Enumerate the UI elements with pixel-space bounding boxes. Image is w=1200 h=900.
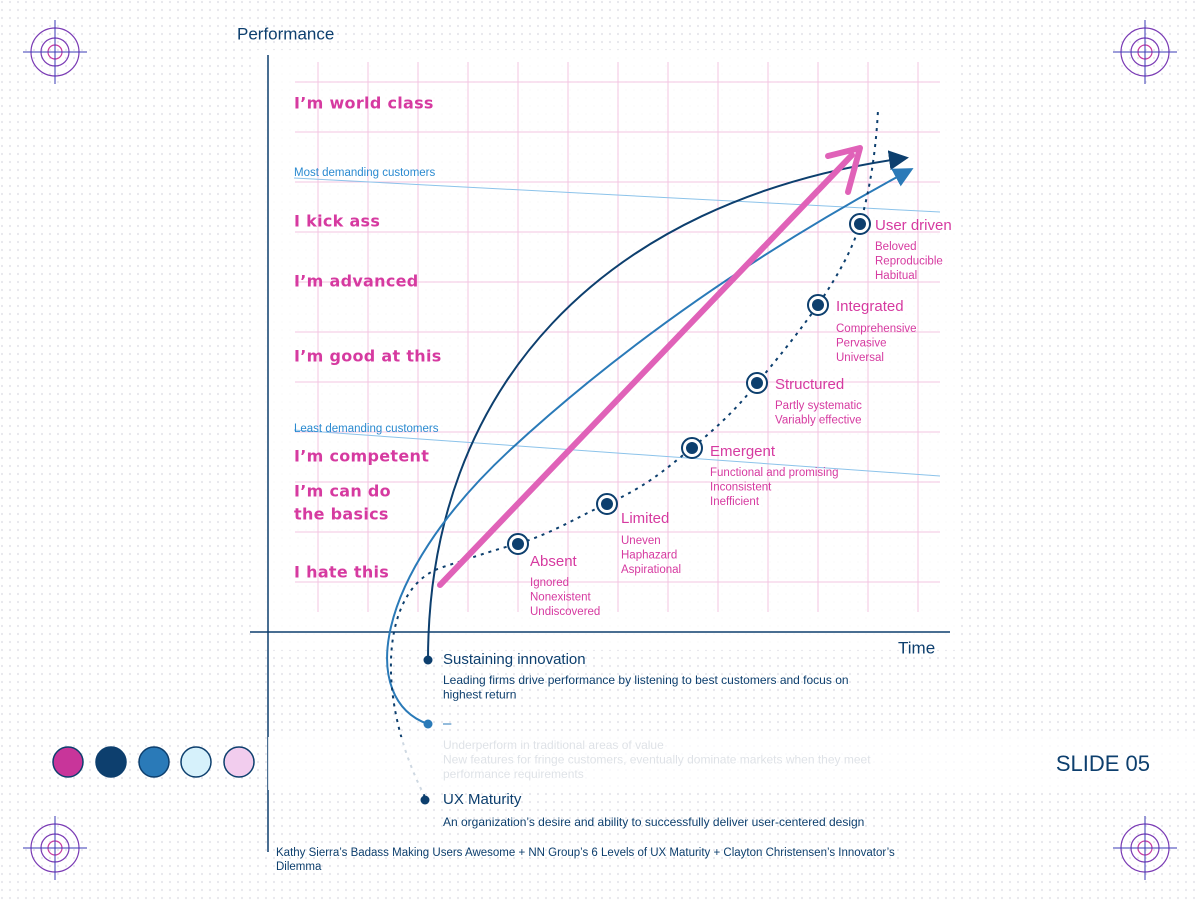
legend-title: – (443, 715, 452, 732)
overlay-band (268, 737, 1200, 790)
badass-arrow (437, 152, 855, 588)
legend-description: An organization’s desire and ability to … (443, 815, 864, 829)
stage-trait: Ignored (530, 577, 569, 589)
swatch (52, 746, 84, 778)
stage-name: Emergent (710, 443, 776, 460)
grid (295, 62, 940, 612)
stage-trait: Uneven (621, 535, 661, 547)
stage-name: Structured (775, 376, 844, 393)
y-axis-label: Performance (237, 24, 334, 43)
segment-label: Most demanding customers (294, 167, 436, 179)
level-label: I kick ass (294, 212, 380, 231)
stage-trait: Comprehensive (836, 323, 917, 335)
stage-trait: Universal (836, 352, 884, 364)
stage-trait: Inconsistent (710, 482, 772, 494)
footer-text: Kathy Sierra’s Badass Making Users Aweso… (276, 847, 895, 859)
plot-background (255, 50, 955, 650)
legend-title: Sustaining innovation (443, 651, 586, 668)
legend-dot (423, 655, 433, 665)
stage-trait: Functional and promising (710, 467, 839, 479)
stage-name: Absent (530, 553, 578, 570)
level-label: I’m advanced (294, 272, 419, 291)
legend-description: highest return (443, 688, 516, 702)
swatches (52, 746, 255, 778)
footer-text: Dilemma (276, 861, 322, 873)
level-label: I hate this (294, 563, 389, 582)
stage-trait: Haphazard (621, 550, 677, 562)
stage-trait: Nonexistent (530, 592, 592, 604)
stage-trait: Habitual (875, 270, 917, 282)
stage-trait: Variably effective (775, 415, 862, 427)
corner-icons (23, 20, 1177, 880)
stage-dot (751, 377, 763, 389)
level-label: the basics (294, 505, 389, 524)
stage-name: Integrated (836, 298, 904, 315)
sustaining-curve (427, 150, 909, 661)
disruptive-curve (386, 168, 914, 725)
swatch (180, 746, 212, 778)
stage-trait: Pervasive (836, 338, 887, 350)
stage-trait: Aspirational (621, 564, 681, 576)
level-label: I’m can do (294, 482, 391, 501)
x-axis-label: Time (898, 638, 935, 657)
stage-trait: Reproducible (875, 256, 943, 268)
level-label: I’m good at this (294, 347, 442, 366)
badass-arrow-head (825, 145, 863, 195)
stage-dot (512, 538, 524, 550)
stage-trait: Beloved (875, 241, 917, 253)
level-label: I’m world class (294, 94, 434, 113)
segment-line (293, 429, 941, 477)
stage-dot (601, 498, 613, 510)
segment-label: Least demanding customers (294, 423, 439, 435)
stage-trait: Inefficient (710, 496, 760, 508)
swatch (95, 746, 127, 778)
legend-dot (423, 719, 433, 729)
level-label: I’m competent (294, 447, 429, 466)
stage-name: Limited (621, 510, 669, 527)
swatch (138, 746, 170, 778)
swatch (223, 746, 255, 778)
stage-trait: Partly systematic (775, 400, 862, 412)
legend-title: UX Maturity (443, 791, 522, 808)
stage-dot (686, 442, 698, 454)
stage-name: User driven (875, 217, 952, 234)
segment-line (293, 177, 941, 213)
legend-description: Leading firms drive performance by liste… (443, 673, 849, 687)
legend-dot (420, 795, 430, 805)
stage-dot (812, 299, 824, 311)
stage-dot (854, 218, 866, 230)
stage-trait: Undiscovered (530, 606, 600, 618)
slide-number: SLIDE 05 (1056, 751, 1150, 776)
